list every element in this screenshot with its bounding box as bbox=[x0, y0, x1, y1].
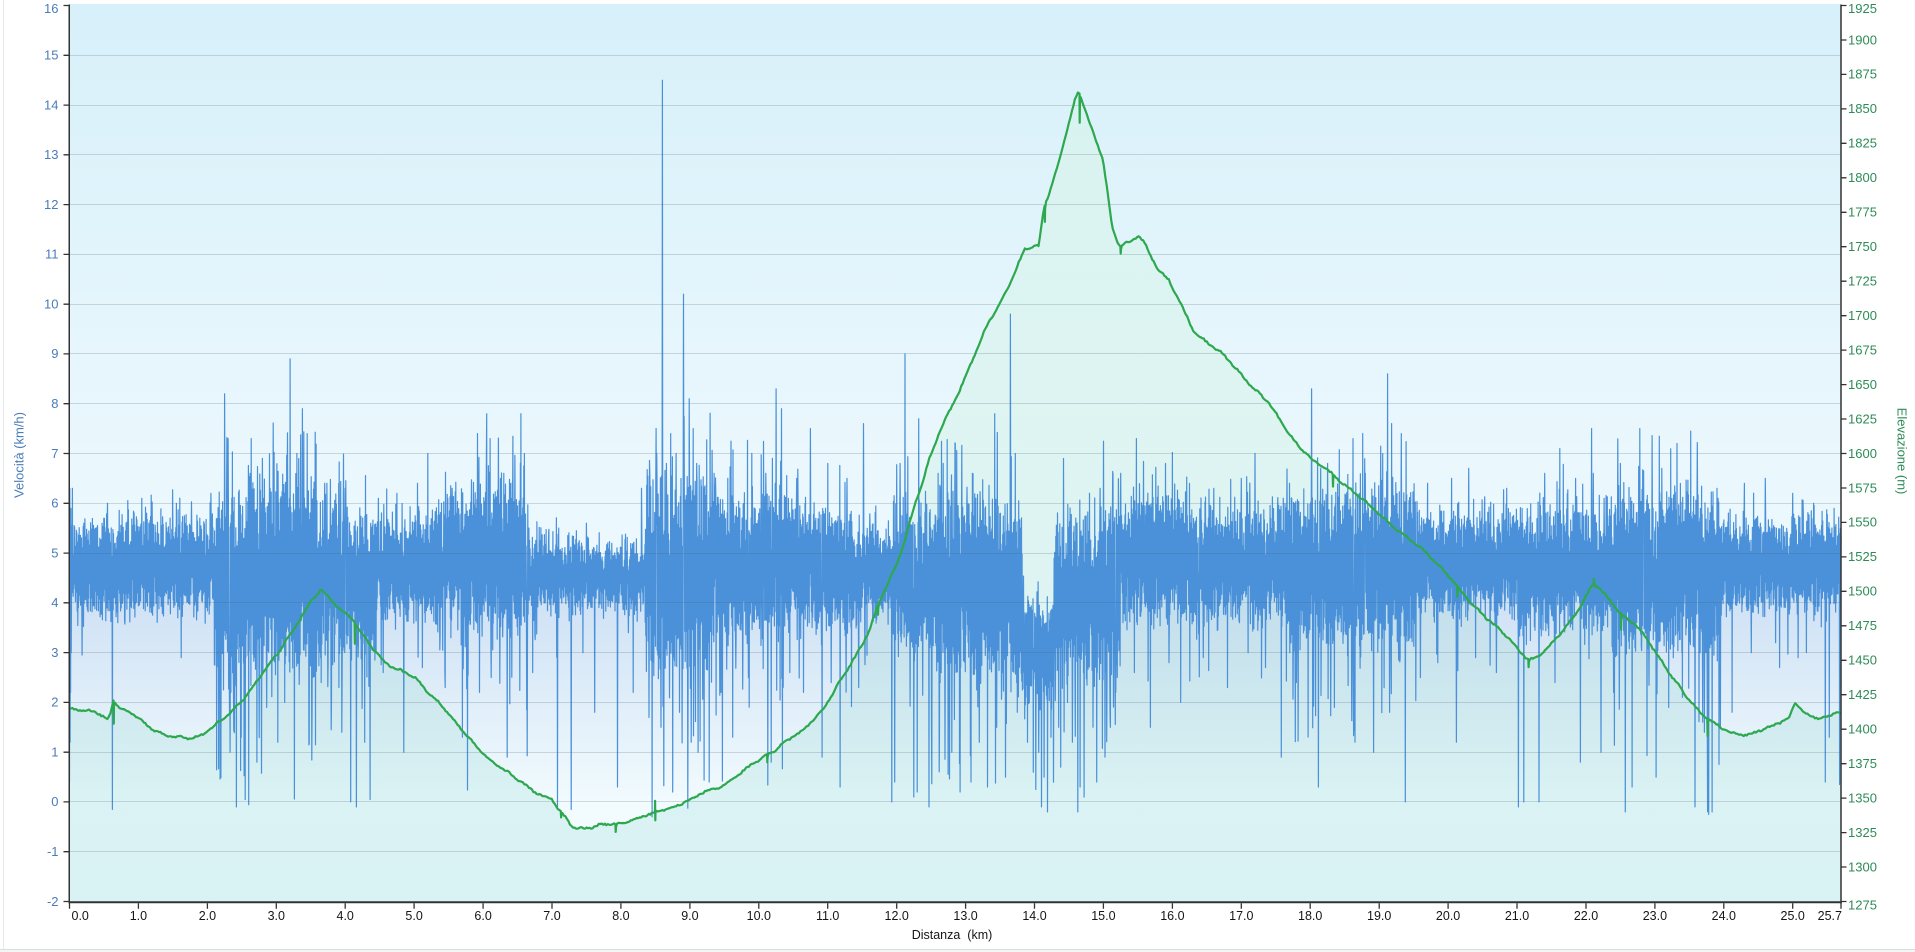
svg-text:1400: 1400 bbox=[1848, 722, 1877, 737]
svg-text:7: 7 bbox=[51, 446, 58, 461]
svg-text:1275: 1275 bbox=[1848, 897, 1877, 912]
svg-text:2: 2 bbox=[51, 695, 58, 710]
svg-text:15: 15 bbox=[44, 48, 58, 63]
svg-text:1375: 1375 bbox=[1848, 756, 1877, 771]
svg-text:-1: -1 bbox=[47, 844, 59, 859]
svg-text:1.0: 1.0 bbox=[130, 909, 147, 923]
svg-text:1625: 1625 bbox=[1848, 411, 1877, 426]
svg-text:1500: 1500 bbox=[1848, 584, 1877, 599]
svg-text:6.0: 6.0 bbox=[474, 909, 491, 923]
svg-text:25.7: 25.7 bbox=[1818, 909, 1842, 923]
svg-text:12.0: 12.0 bbox=[885, 909, 909, 923]
svg-text:0: 0 bbox=[51, 794, 58, 809]
svg-text:7.0: 7.0 bbox=[543, 909, 560, 923]
svg-text:9: 9 bbox=[51, 346, 58, 361]
svg-text:1650: 1650 bbox=[1848, 377, 1877, 392]
svg-text:19.0: 19.0 bbox=[1367, 909, 1391, 923]
svg-text:Velocità (km/h): Velocità (km/h) bbox=[12, 412, 27, 498]
svg-text:13.0: 13.0 bbox=[953, 909, 977, 923]
svg-text:1475: 1475 bbox=[1848, 618, 1877, 633]
svg-text:1425: 1425 bbox=[1848, 687, 1877, 702]
svg-text:6: 6 bbox=[51, 496, 58, 511]
svg-text:Elevazione (m): Elevazione (m) bbox=[1895, 408, 1910, 495]
svg-text:16.0: 16.0 bbox=[1160, 909, 1184, 923]
svg-text:8: 8 bbox=[51, 396, 58, 411]
svg-text:3.0: 3.0 bbox=[268, 909, 285, 923]
svg-text:1550: 1550 bbox=[1848, 515, 1877, 530]
svg-text:8.0: 8.0 bbox=[612, 909, 629, 923]
svg-text:0.0: 0.0 bbox=[72, 909, 89, 923]
svg-text:1575: 1575 bbox=[1848, 480, 1877, 495]
svg-text:14: 14 bbox=[44, 97, 58, 112]
svg-text:1450: 1450 bbox=[1848, 653, 1877, 668]
svg-text:21.0: 21.0 bbox=[1505, 909, 1529, 923]
svg-text:1925: 1925 bbox=[1848, 1, 1877, 16]
svg-text:13: 13 bbox=[44, 147, 58, 162]
svg-text:16: 16 bbox=[44, 1, 58, 16]
svg-text:-2: -2 bbox=[47, 894, 59, 909]
svg-text:5.0: 5.0 bbox=[405, 909, 422, 923]
svg-text:1800: 1800 bbox=[1848, 170, 1877, 185]
svg-text:1350: 1350 bbox=[1848, 790, 1877, 805]
svg-text:4: 4 bbox=[51, 595, 58, 610]
svg-text:10: 10 bbox=[44, 297, 58, 312]
svg-text:1700: 1700 bbox=[1848, 308, 1877, 323]
svg-text:4.0: 4.0 bbox=[337, 909, 354, 923]
svg-text:2.0: 2.0 bbox=[199, 909, 216, 923]
svg-text:17.0: 17.0 bbox=[1229, 909, 1253, 923]
svg-text:1525: 1525 bbox=[1848, 549, 1877, 564]
svg-text:1775: 1775 bbox=[1848, 205, 1877, 220]
svg-text:3: 3 bbox=[51, 645, 58, 660]
svg-text:1300: 1300 bbox=[1848, 859, 1877, 874]
svg-text:9.0: 9.0 bbox=[681, 909, 698, 923]
svg-text:1900: 1900 bbox=[1848, 32, 1877, 47]
svg-text:1325: 1325 bbox=[1848, 825, 1877, 840]
svg-text:1725: 1725 bbox=[1848, 274, 1877, 289]
svg-text:1825: 1825 bbox=[1848, 136, 1877, 151]
svg-text:1750: 1750 bbox=[1848, 239, 1877, 254]
svg-text:1850: 1850 bbox=[1848, 101, 1877, 116]
svg-text:23.0: 23.0 bbox=[1643, 909, 1667, 923]
svg-text:12: 12 bbox=[44, 197, 58, 212]
svg-text:18.0: 18.0 bbox=[1298, 909, 1322, 923]
svg-text:20.0: 20.0 bbox=[1436, 909, 1460, 923]
svg-text:5: 5 bbox=[51, 545, 58, 560]
svg-text:22.0: 22.0 bbox=[1574, 909, 1598, 923]
svg-text:1875: 1875 bbox=[1848, 67, 1877, 82]
svg-text:1: 1 bbox=[51, 745, 58, 760]
svg-text:1675: 1675 bbox=[1848, 342, 1877, 357]
svg-text:15.0: 15.0 bbox=[1091, 909, 1115, 923]
svg-text:11.0: 11.0 bbox=[816, 909, 839, 923]
svg-text:25.0: 25.0 bbox=[1781, 909, 1805, 923]
svg-text:1600: 1600 bbox=[1848, 446, 1877, 461]
svg-text:14.0: 14.0 bbox=[1022, 909, 1046, 923]
svg-text:11: 11 bbox=[45, 247, 59, 262]
svg-text:Distanza (km): Distanza (km) bbox=[912, 928, 993, 942]
svg-text:10.0: 10.0 bbox=[747, 909, 771, 923]
svg-text:24.0: 24.0 bbox=[1712, 909, 1736, 923]
